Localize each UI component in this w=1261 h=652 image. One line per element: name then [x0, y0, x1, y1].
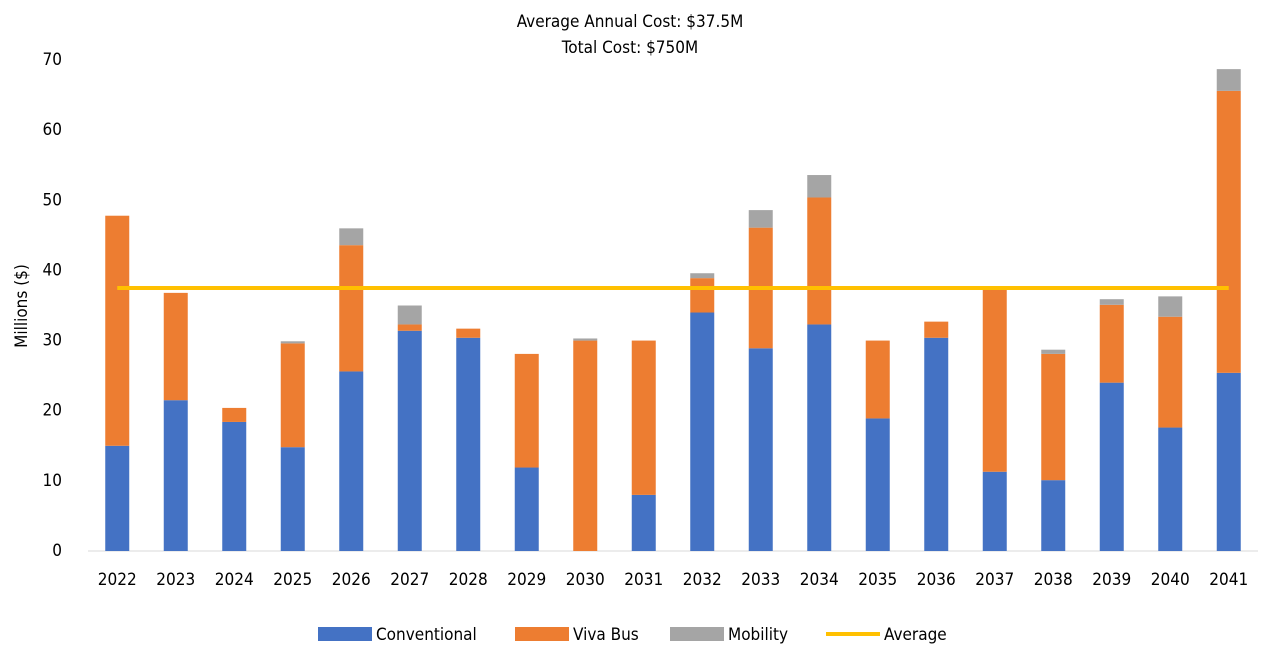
x-tick-label: 2035: [858, 570, 897, 590]
x-tick-label: 2026: [332, 570, 371, 590]
x-tick-label: 2036: [917, 570, 956, 590]
bar-segment: [514, 353, 539, 468]
bar-segment: [748, 348, 773, 551]
bar-segment: [1216, 90, 1241, 373]
x-tick-label: 2024: [215, 570, 254, 590]
y-tick-label: 60: [43, 120, 62, 140]
x-tick-label: 2023: [156, 570, 195, 590]
legend-label: Average: [884, 625, 947, 645]
bar-segment: [1216, 69, 1241, 91]
chart-title: Average Annual Cost: $37.5M: [517, 12, 744, 32]
y-tick-label: 20: [43, 401, 62, 421]
bar-segment: [456, 337, 481, 551]
bar-segment: [573, 340, 598, 551]
bar-segment: [807, 197, 832, 325]
bar-segment: [573, 338, 598, 341]
bar-segment: [924, 321, 949, 338]
bar-segment: [865, 418, 890, 551]
bar-segment: [222, 421, 247, 551]
bar-segment: [1158, 427, 1183, 551]
bar-segment: [456, 328, 481, 338]
bar-segment: [163, 400, 188, 551]
bar-segment: [163, 292, 188, 401]
bar-segment: [1041, 480, 1066, 551]
x-tick-label: 2030: [566, 570, 605, 590]
bar-segment: [1041, 353, 1066, 481]
bar-segment: [1099, 304, 1124, 383]
x-tick-label: 2038: [1034, 570, 1073, 590]
bar-segment: [339, 371, 364, 551]
y-tick-label: 30: [43, 331, 62, 351]
bar-segment: [1041, 349, 1066, 354]
bar-segment: [397, 324, 422, 331]
x-tick-label: 2039: [1092, 570, 1131, 590]
x-tick-label: 2041: [1209, 570, 1248, 590]
bar-segment: [222, 407, 247, 422]
bar-segment: [397, 330, 422, 551]
y-tick-label: 10: [43, 471, 62, 491]
y-tick-label: 50: [43, 190, 62, 210]
bar-segment: [339, 228, 364, 246]
bar-segment: [514, 467, 539, 551]
legend-swatch: [515, 627, 569, 641]
x-tick-label: 2027: [390, 570, 429, 590]
bar-segment: [982, 471, 1007, 551]
x-tick-label: 2025: [273, 570, 312, 590]
legend-swatch: [318, 627, 372, 641]
bar-segment: [397, 305, 422, 325]
x-tick-label: 2034: [800, 570, 839, 590]
bar-segment: [690, 278, 715, 313]
bar-segment: [690, 273, 715, 279]
bar-segment: [280, 447, 305, 551]
x-tick-label: 2022: [98, 570, 137, 590]
y-tick-label: 40: [43, 260, 62, 280]
bar-segment: [865, 340, 890, 419]
x-tick-label: 2037: [975, 570, 1014, 590]
y-axis-label: Millions ($): [12, 264, 32, 348]
bar-segment: [105, 445, 130, 551]
bar-segment: [1216, 372, 1241, 551]
legend-label: Mobility: [728, 625, 788, 645]
x-tick-label: 2029: [507, 570, 546, 590]
bar-segment: [690, 312, 715, 551]
bar-segment: [1099, 382, 1124, 551]
legend-label: Conventional: [376, 625, 477, 645]
bar-segment: [280, 341, 305, 344]
bar-segment: [631, 340, 656, 495]
bar-segment: [280, 343, 305, 448]
x-tick-label: 2031: [624, 570, 663, 590]
bar-segment: [1158, 316, 1183, 428]
legend-swatch: [670, 627, 724, 641]
bar-segment: [982, 287, 1007, 472]
x-tick-label: 2032: [683, 570, 722, 590]
bar-segment: [631, 494, 656, 551]
bar-segment: [339, 245, 364, 372]
x-tick-label: 2040: [1151, 570, 1190, 590]
legend-label: Viva Bus: [573, 625, 639, 645]
y-tick-label: 70: [43, 50, 62, 70]
bar-segment: [105, 215, 130, 446]
chart-subtitle: Total Cost: $750M: [561, 38, 698, 58]
x-tick-label: 2028: [449, 570, 488, 590]
bar-segment: [924, 337, 949, 551]
bar-segment: [1099, 299, 1124, 305]
x-tick-label: 2033: [741, 570, 780, 590]
y-tick-label: 0: [52, 541, 62, 561]
bar-segment: [807, 175, 832, 198]
bar-segment: [807, 324, 832, 551]
bar-segment: [748, 210, 773, 228]
bar-segment: [1158, 296, 1183, 317]
